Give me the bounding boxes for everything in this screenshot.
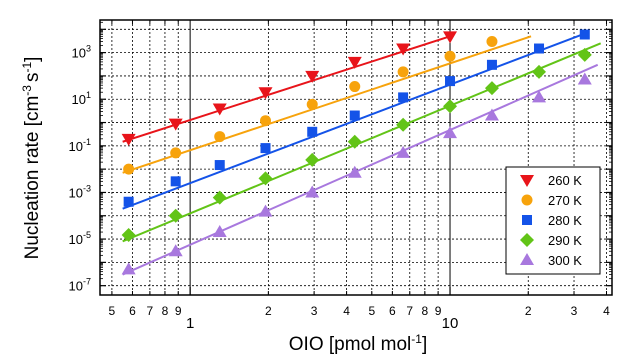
data-point-280k bbox=[534, 43, 545, 54]
data-point-270k bbox=[306, 98, 318, 110]
data-point-260k bbox=[396, 43, 411, 56]
data-point-280k bbox=[579, 29, 590, 40]
data-point-280k bbox=[398, 92, 409, 103]
data-point-300k bbox=[168, 244, 183, 257]
x-major-tick-label: 1 bbox=[186, 315, 194, 332]
legend-label-280k: 280 K bbox=[548, 213, 582, 228]
legend: 260 K 270 K 280 K 290 K 300 K bbox=[505, 166, 601, 275]
x-tick-label: 9 bbox=[435, 304, 442, 318]
x-tick-label: 8 bbox=[421, 304, 428, 318]
x-tick-label: 3 bbox=[571, 304, 578, 318]
x-major-tick-label: 10 bbox=[442, 315, 459, 332]
data-point-280k bbox=[214, 160, 225, 171]
data-point-300k bbox=[347, 165, 362, 178]
data-point-290k bbox=[168, 208, 183, 223]
y-tick-label: 103 bbox=[72, 44, 91, 61]
data-point-280k bbox=[349, 110, 360, 121]
data-point-270k bbox=[214, 131, 226, 143]
legend-marker-270k bbox=[521, 194, 533, 206]
data-point-290k bbox=[305, 152, 320, 167]
data-point-260k bbox=[168, 118, 183, 131]
x-tick-label: 6 bbox=[129, 304, 136, 318]
data-point-270k bbox=[444, 50, 456, 62]
data-point-260k bbox=[305, 70, 320, 83]
fit-line-280k bbox=[122, 31, 587, 210]
data-point-290k bbox=[443, 99, 458, 114]
legend-label-290k: 290 K bbox=[548, 233, 582, 248]
data-point-300k bbox=[532, 90, 547, 103]
x-tick-label: 3 bbox=[311, 304, 318, 318]
legend-box bbox=[505, 166, 601, 275]
x-tick-label: 4 bbox=[343, 304, 350, 318]
y-axis-title: Nucleation rate [cm-3s-1] bbox=[20, 57, 43, 260]
data-point-280k bbox=[445, 76, 456, 87]
data-point-300k bbox=[121, 262, 136, 275]
data-point-260k bbox=[443, 31, 458, 44]
data-point-270k bbox=[260, 115, 272, 127]
data-point-280k bbox=[307, 126, 318, 137]
data-point-290k bbox=[532, 64, 547, 79]
legend-marker-280k bbox=[522, 215, 532, 225]
legend-marker-260k bbox=[520, 175, 534, 187]
fit-line-290k bbox=[122, 42, 602, 243]
x-tick-label: 5 bbox=[109, 304, 116, 318]
legend-label-300k: 300 K bbox=[548, 253, 582, 268]
legend-label-260k: 260 K bbox=[548, 173, 582, 188]
data-point-290k bbox=[258, 171, 273, 186]
data-point-280k bbox=[170, 176, 181, 187]
tick-labels: 5 6 7 8 9 2 3 4 5 6 7 8 9 2 3 41 1010310110-110-310-510-… bbox=[69, 44, 611, 332]
data-point-290k bbox=[347, 134, 362, 149]
x-tick-label: 2 bbox=[525, 304, 532, 318]
data-point-260k bbox=[258, 87, 273, 100]
x-tick-label: 2 bbox=[265, 304, 272, 318]
data-point-270k bbox=[123, 163, 135, 175]
y-tick-label: 10-7 bbox=[69, 277, 91, 294]
data-point-300k bbox=[212, 225, 227, 238]
data-points bbox=[121, 29, 592, 275]
fit-line-300k bbox=[122, 63, 599, 276]
data-point-260k bbox=[212, 103, 227, 116]
x-tick-label: 4 bbox=[603, 304, 610, 318]
y-tick-label: 10-3 bbox=[69, 183, 91, 200]
x-tick-label: 9 bbox=[175, 304, 182, 318]
data-point-270k bbox=[170, 147, 182, 159]
y-tick-label: 101 bbox=[72, 90, 91, 107]
data-point-270k bbox=[349, 81, 361, 93]
x-tick-label: 7 bbox=[147, 304, 154, 318]
x-tick-label: 8 bbox=[162, 304, 169, 318]
legend-label-270k: 270 K bbox=[548, 193, 582, 208]
data-point-290k bbox=[121, 227, 136, 242]
x-axis-title: OIO [pmol mol-1] bbox=[289, 332, 427, 355]
x-tick-label: 5 bbox=[368, 304, 375, 318]
data-point-300k bbox=[484, 108, 499, 121]
y-tick-label: 10-5 bbox=[69, 230, 91, 247]
data-point-300k bbox=[396, 145, 411, 158]
data-point-270k bbox=[486, 36, 498, 48]
legend-marker-290k bbox=[520, 233, 534, 247]
data-point-290k bbox=[577, 47, 592, 62]
fit-line-270k bbox=[122, 35, 532, 174]
y-tick-label: 10-1 bbox=[69, 137, 91, 154]
data-point-290k bbox=[484, 81, 499, 96]
data-point-300k bbox=[443, 126, 458, 139]
x-tick-label: 7 bbox=[406, 304, 413, 318]
data-point-280k bbox=[123, 196, 134, 207]
data-point-270k bbox=[397, 66, 409, 78]
data-point-290k bbox=[396, 117, 411, 132]
x-tick-label: 6 bbox=[389, 304, 396, 318]
plot-frame bbox=[99, 19, 613, 296]
data-point-280k bbox=[486, 59, 497, 70]
data-point-300k bbox=[305, 185, 320, 198]
legend-marker-300k bbox=[520, 253, 534, 265]
data-point-260k bbox=[347, 56, 362, 69]
data-point-290k bbox=[212, 190, 227, 205]
data-point-300k bbox=[577, 72, 592, 85]
data-point-280k bbox=[260, 143, 271, 154]
data-point-260k bbox=[121, 133, 136, 146]
data-point-300k bbox=[258, 204, 273, 217]
